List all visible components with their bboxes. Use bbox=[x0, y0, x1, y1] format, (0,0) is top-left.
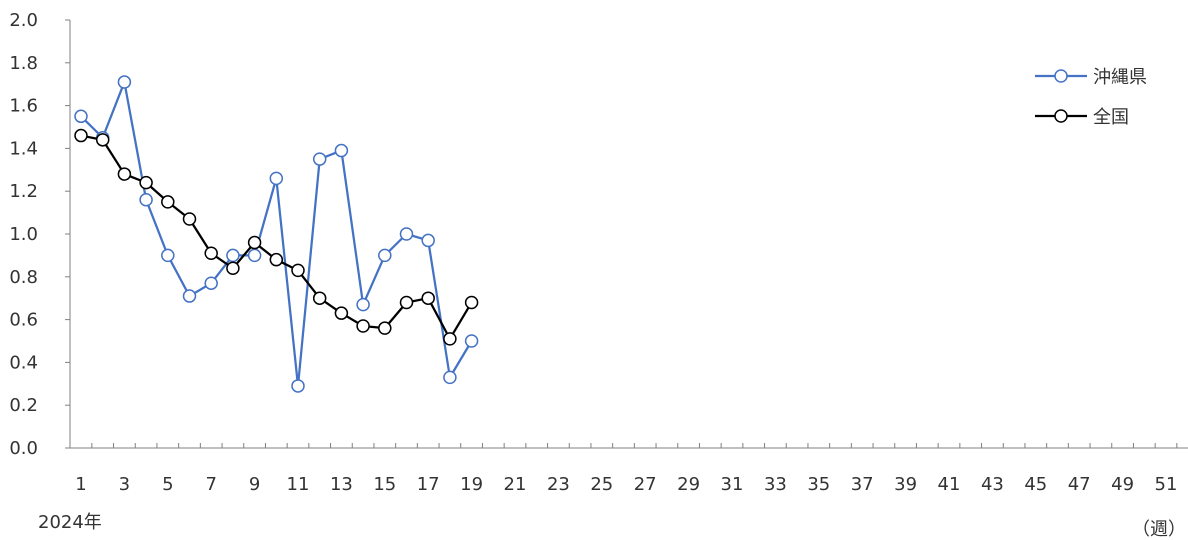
x-tick-label: 25 bbox=[590, 474, 613, 495]
data-point bbox=[312, 291, 327, 305]
data-point bbox=[443, 370, 457, 385]
x-tick-label: 35 bbox=[807, 474, 830, 495]
x-tick-label: 49 bbox=[1111, 474, 1134, 495]
y-tick-label: 2.0 bbox=[9, 10, 38, 31]
year-label: 2024年 bbox=[38, 512, 102, 533]
data-point bbox=[139, 193, 153, 207]
y-tick-label: 1.2 bbox=[9, 181, 38, 202]
y-tick-label: 0.4 bbox=[9, 352, 38, 373]
data-point bbox=[399, 227, 414, 241]
y-tick-label: 1.0 bbox=[9, 224, 38, 245]
data-point bbox=[421, 291, 435, 305]
x-tick-label: 23 bbox=[547, 474, 570, 495]
x-tick-label: 47 bbox=[1068, 474, 1091, 495]
x-tick-label: 3 bbox=[119, 474, 130, 495]
legend-swatch-marker bbox=[1054, 109, 1068, 123]
legend-item: 沖縄県 bbox=[1035, 67, 1147, 88]
x-tick-label: 29 bbox=[677, 474, 700, 495]
data-point bbox=[421, 233, 435, 248]
x-tick-label: 13 bbox=[330, 474, 353, 495]
y-tick-label: 1.8 bbox=[9, 53, 38, 74]
data-point bbox=[334, 143, 349, 158]
data-point bbox=[356, 319, 370, 333]
series-layer bbox=[74, 75, 479, 393]
x-tick-label: 1 bbox=[75, 474, 86, 495]
data-point bbox=[378, 321, 392, 335]
data-point bbox=[182, 289, 197, 303]
x-tick-label: 45 bbox=[1024, 474, 1047, 495]
x-tick-label: 11 bbox=[287, 474, 310, 495]
x-tick-label: 19 bbox=[460, 474, 483, 495]
data-point bbox=[204, 246, 218, 261]
legend-label: 全国 bbox=[1093, 107, 1129, 128]
data-point bbox=[247, 235, 262, 250]
data-point bbox=[74, 109, 88, 124]
y-axis-ticks: 0.0 0.2 0.4 0.6 0.8 1.0 1.2 1.4 1.6 1.8 2.0 bbox=[9, 10, 70, 459]
data-point bbox=[464, 334, 479, 348]
x-tick-label: 15 bbox=[373, 474, 396, 495]
data-point bbox=[74, 128, 88, 143]
legend-label: 沖縄県 bbox=[1093, 67, 1147, 88]
data-point bbox=[226, 248, 240, 263]
chart-axes bbox=[69, 20, 1188, 449]
data-point bbox=[312, 152, 327, 166]
x-tick-label: 31 bbox=[721, 474, 744, 495]
data-point bbox=[161, 195, 175, 209]
data-point bbox=[269, 252, 284, 267]
data-point bbox=[226, 261, 240, 275]
x-tick-label: 21 bbox=[504, 474, 527, 495]
data-point bbox=[161, 248, 175, 263]
y-tick-label: 1.6 bbox=[9, 96, 38, 117]
data-point bbox=[291, 379, 305, 393]
x-tick-label: 43 bbox=[981, 474, 1004, 495]
series-1 bbox=[74, 75, 479, 393]
data-point bbox=[378, 248, 392, 263]
data-point bbox=[356, 297, 370, 312]
x-tick-label: 7 bbox=[205, 474, 216, 495]
data-point bbox=[334, 306, 349, 320]
data-point bbox=[464, 295, 479, 310]
data-point bbox=[247, 248, 262, 263]
x-axis-ticks: 1 3 5 7 9 11 13 15 17 19 21 23 25 27 29 31 33 35 37 39 41 43 4… bbox=[75, 443, 1177, 495]
data-point bbox=[117, 167, 132, 181]
y-tick-label: 0.6 bbox=[9, 310, 38, 331]
x-tick-label: 51 bbox=[1155, 474, 1178, 495]
series-2 bbox=[74, 128, 479, 346]
legend-item: 全国 bbox=[1035, 107, 1129, 128]
x-tick-label: 27 bbox=[634, 474, 657, 495]
data-point bbox=[95, 133, 110, 147]
data-point bbox=[204, 276, 218, 290]
x-tick-label: 9 bbox=[249, 474, 260, 495]
data-point bbox=[443, 332, 457, 346]
data-point bbox=[291, 263, 305, 278]
y-tick-label: 0.2 bbox=[9, 395, 38, 416]
data-point bbox=[139, 175, 153, 190]
x-tick-label: 33 bbox=[764, 474, 787, 495]
y-tick-label: 0.0 bbox=[9, 438, 38, 459]
x-tick-label: 39 bbox=[894, 474, 917, 495]
x-tick-label: 41 bbox=[938, 474, 961, 495]
data-point bbox=[182, 212, 197, 226]
data-point bbox=[399, 295, 414, 310]
x-tick-label: 37 bbox=[851, 474, 874, 495]
y-tick-label: 1.4 bbox=[9, 138, 38, 159]
x-axis-unit-label: （週） bbox=[1132, 519, 1186, 540]
x-tick-label: 5 bbox=[162, 474, 173, 495]
data-point bbox=[269, 171, 284, 186]
data-point bbox=[117, 75, 132, 89]
x-tick-label: 17 bbox=[417, 474, 440, 495]
legend-swatch-marker bbox=[1054, 69, 1068, 83]
y-tick-label: 0.8 bbox=[9, 267, 38, 288]
